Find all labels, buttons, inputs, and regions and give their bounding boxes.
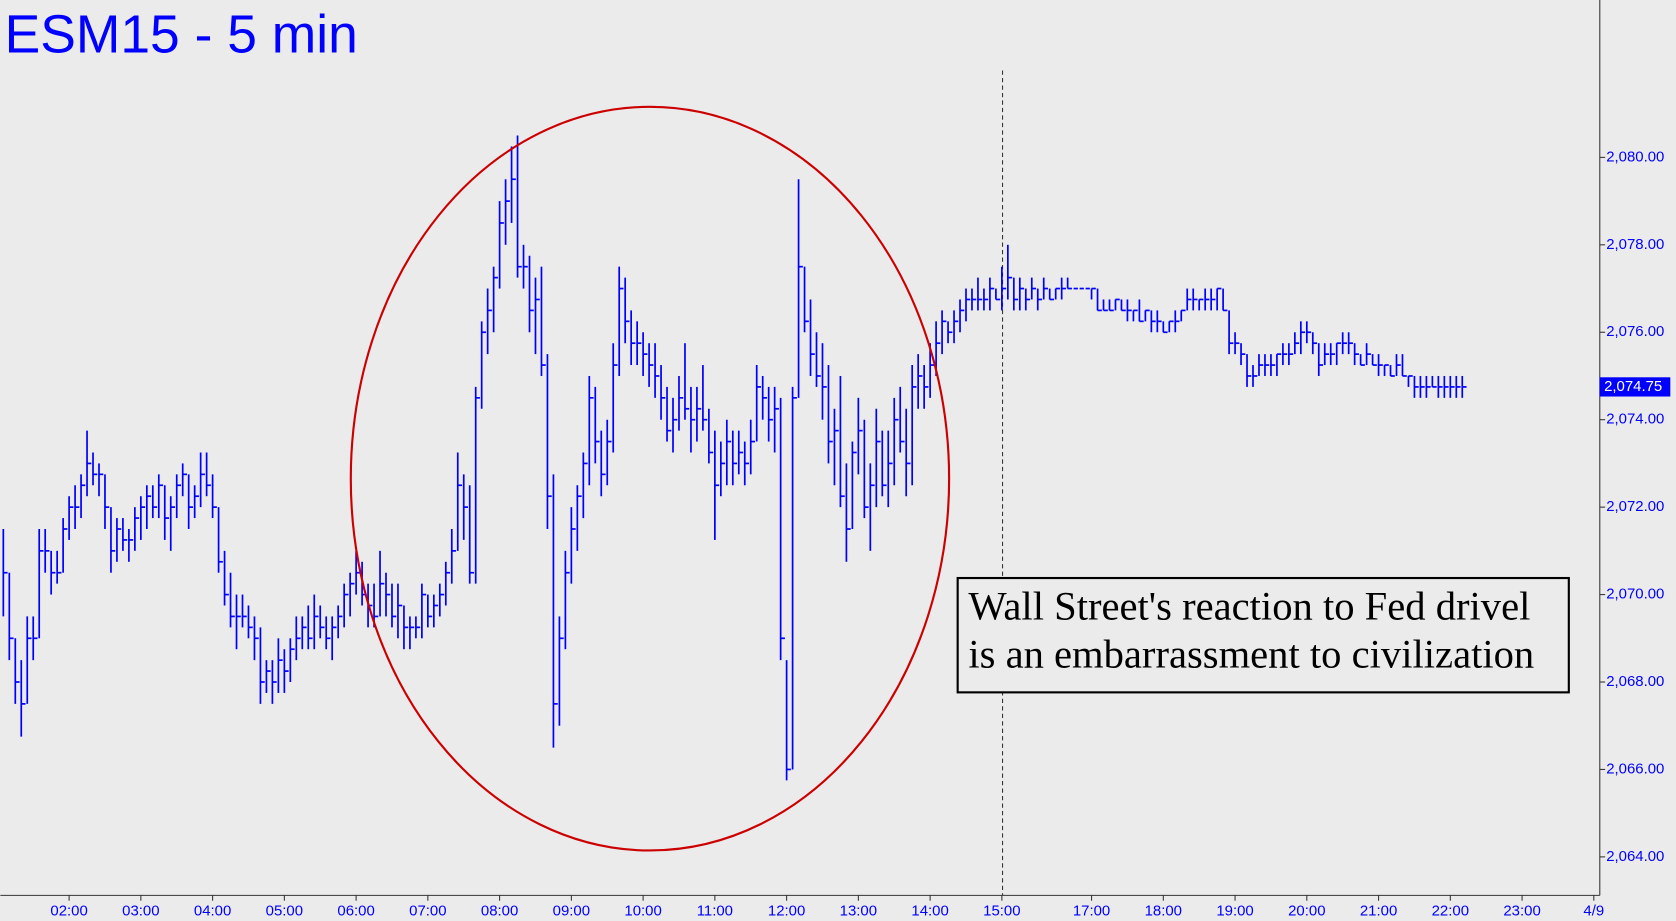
x-tick-label: 18:00 xyxy=(1145,902,1182,919)
last-price-label: 2,074.75 xyxy=(1604,378,1662,395)
y-tick-label: 2,074.00 xyxy=(1606,411,1664,428)
x-tick-label: 20:00 xyxy=(1288,902,1325,919)
x-tick-label: 14:00 xyxy=(911,902,948,919)
x-tick-label: 08:00 xyxy=(481,902,518,919)
x-tick-label: 05:00 xyxy=(266,902,303,919)
x-tick-label: 06:00 xyxy=(337,902,374,919)
y-tick-label: 2,070.00 xyxy=(1606,586,1664,603)
highlight-ellipse xyxy=(349,105,951,852)
x-tick-label: 22:00 xyxy=(1432,902,1469,919)
x-tick-label: 4/9 xyxy=(1583,902,1604,919)
x-tick-label: 23:00 xyxy=(1503,902,1540,919)
y-tick-label: 2,064.00 xyxy=(1606,848,1664,865)
x-tick-label: 21:00 xyxy=(1360,902,1397,919)
annotation-line: is an embarrassment to civilization xyxy=(968,631,1534,676)
x-tick-label: 10:00 xyxy=(624,902,661,919)
x-tick-label: 17:00 xyxy=(1073,902,1110,919)
x-tick-label: 02:00 xyxy=(50,902,87,919)
x-tick-label: 13:00 xyxy=(840,902,877,919)
x-tick-label: 15:00 xyxy=(983,902,1020,919)
y-tick-label: 2,080.00 xyxy=(1606,148,1664,165)
y-tick-label: 2,068.00 xyxy=(1606,673,1664,690)
y-tick-label: 2,078.00 xyxy=(1606,236,1664,253)
y-tick-label: 2,072.00 xyxy=(1606,498,1664,515)
x-tick-label: 03:00 xyxy=(122,902,159,919)
x-tick-label: 09:00 xyxy=(553,902,590,919)
x-tick-label: 11:00 xyxy=(697,902,733,919)
x-tick-label: 04:00 xyxy=(194,902,231,919)
x-tick-label: 19:00 xyxy=(1216,902,1253,919)
x-tick-label: 12:00 xyxy=(768,902,805,919)
x-tick-label: 07:00 xyxy=(409,902,446,919)
annotation-box xyxy=(956,576,1570,694)
y-tick-label: 2,076.00 xyxy=(1606,323,1664,340)
y-tick-label: 2,066.00 xyxy=(1606,760,1664,777)
last-price-box xyxy=(1599,377,1671,397)
annotation-line: Wall Street's reaction to Fed drivel xyxy=(968,583,1530,628)
chart-title: ESM15 - 5 min xyxy=(5,6,358,65)
